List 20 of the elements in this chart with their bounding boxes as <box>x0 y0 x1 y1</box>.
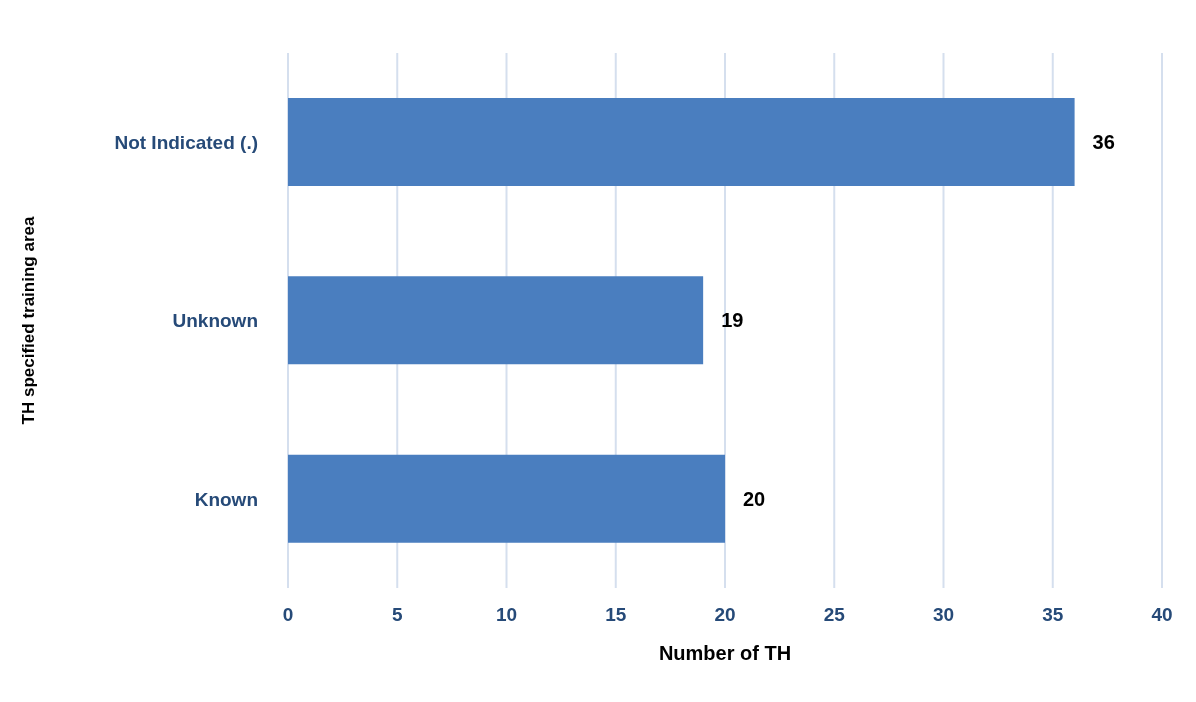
x-tick-label: 5 <box>391 604 403 626</box>
data-label: 20 <box>743 487 766 510</box>
bar <box>288 454 725 543</box>
bar <box>288 98 1075 186</box>
x-tick-label: 20 <box>714 604 736 626</box>
data-label: 19 <box>721 309 744 332</box>
y-axis-title: TH specified training area <box>19 216 39 425</box>
x-tick-label: 10 <box>495 604 518 626</box>
bar <box>288 276 704 365</box>
x-tick-label: 30 <box>932 604 955 626</box>
data-label: 36 <box>1092 131 1115 154</box>
x-tick-label: 40 <box>1151 604 1173 626</box>
x-tick-label: 35 <box>1042 604 1064 626</box>
y-tick-label: Not Indicated (.) <box>114 131 258 153</box>
x-tick-label: 0 <box>282 604 294 626</box>
x-tick-label: 15 <box>605 604 627 626</box>
y-tick-label: Known <box>194 488 258 510</box>
y-tick-label: Unknown <box>172 310 258 332</box>
x-tick-label: 25 <box>823 604 846 626</box>
x-axis-title: Number of TH <box>658 642 792 664</box>
